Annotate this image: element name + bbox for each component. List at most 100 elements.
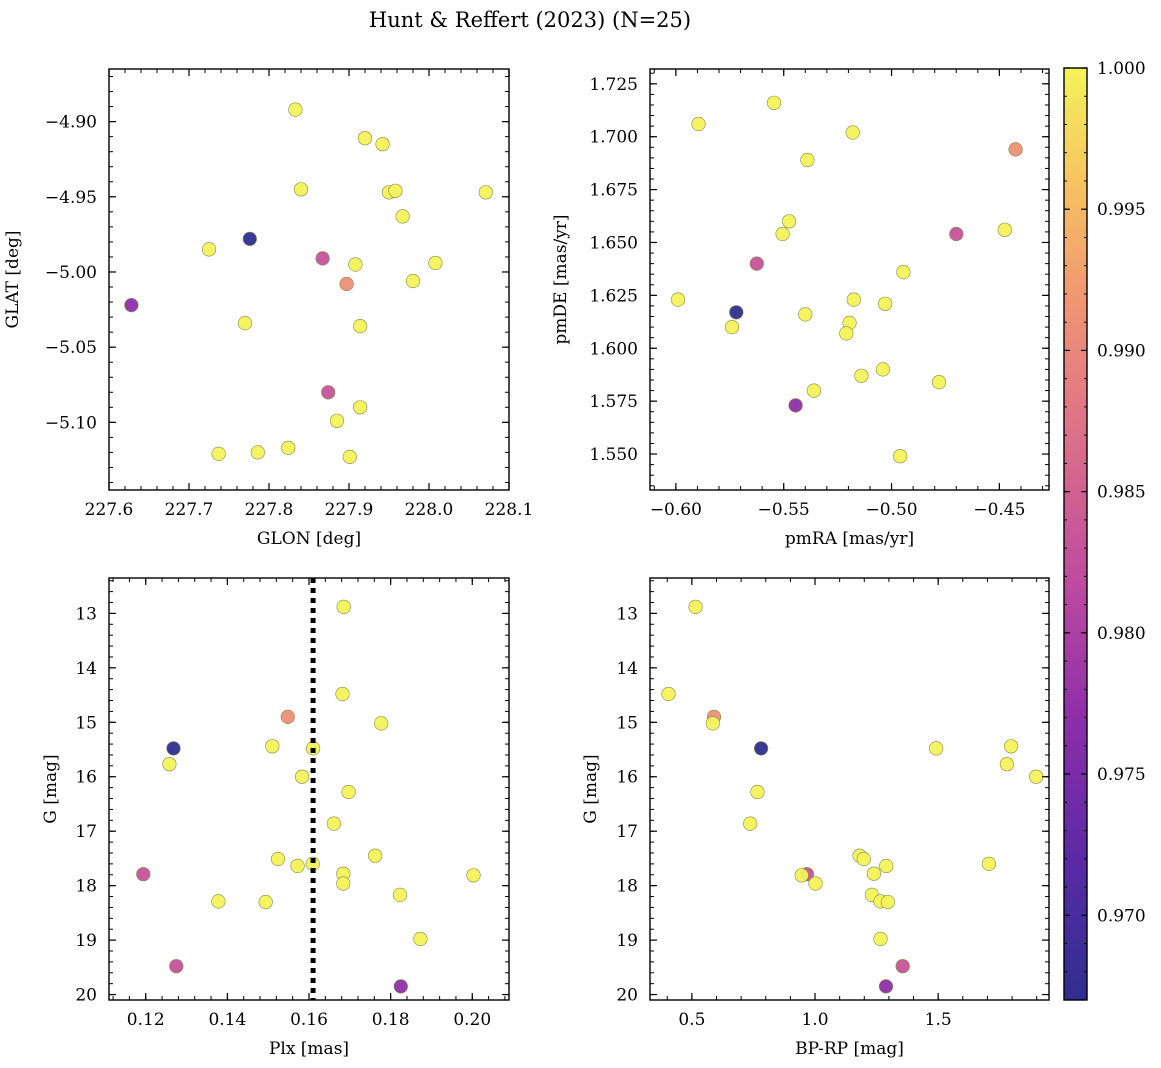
data-point [997,222,1012,237]
panels: 227.6 227.7 227.8 227.9 228.0 228.1 −4.90 −4.95… [3,68,1050,1059]
data-point [688,599,703,615]
data-point [315,251,330,266]
data-point [875,362,891,377]
data-point [856,851,871,867]
y-tick-label: 17 [75,822,97,842]
data-point [896,265,911,280]
x-tick-label: −0.50 [866,500,918,520]
data-point [336,599,351,615]
data-point [1003,739,1019,754]
y-tick-label: 20 [75,986,97,1006]
data-point [357,131,373,146]
y-axis-label: GLAT [deg] [3,230,23,328]
data-point [895,959,910,974]
x-tick-label: 1.0 [801,1010,828,1030]
x-tick-label: 0.16 [290,1010,328,1030]
data-point [211,894,226,909]
data-point [999,757,1015,772]
data-point [280,709,295,725]
data-point [781,214,797,229]
data-point [211,446,226,462]
data-point [743,816,758,831]
panel-glon-glat: 227.6 227.7 227.8 227.9 228.0 228.1 −4.90 −4.95… [3,68,533,549]
data-point [339,276,354,292]
y-tick-label: 1.650 [589,233,638,253]
y-tick-label: 18 [616,877,638,897]
y-axis-label: G [mag] [581,754,601,823]
y-tick-label: 13 [616,604,638,624]
data-point [878,979,894,994]
data-point [949,226,964,242]
y-tick-label: 16 [75,768,97,788]
data-point [873,931,888,947]
y-tick-label: 14 [75,659,97,679]
data-point [788,398,803,413]
data-point [877,296,893,311]
data-point [124,298,139,313]
y-tick-label: 17 [616,822,638,842]
data-point [169,959,184,974]
y-tick-label: 1.600 [589,339,638,359]
data-point [879,858,894,874]
data-point [466,868,481,883]
x-tick-label: 0.14 [208,1010,246,1030]
data-point [929,741,944,756]
data-point [293,182,309,197]
data-point [798,307,813,322]
x-tick-label: 228.0 [405,500,454,520]
data-point [336,876,351,891]
x-tick-label: 227.6 [85,500,134,520]
data-point [242,231,257,246]
data-point [854,368,869,383]
x-tick-label: 227.7 [165,500,214,520]
x-axis-label: GLON [deg] [257,529,361,549]
figure-title: Hunt & Reffert (2023) (N=25) [369,8,691,32]
y-tick-label: 1.625 [589,286,638,306]
data-point [162,757,177,772]
data-point [265,739,280,754]
x-tick-label: −0.45 [973,500,1025,520]
y-tick-label: −4.90 [45,113,97,133]
data-point [288,102,303,117]
colorbar-gradient [1063,67,1088,1001]
colorbar-tick-label: 0.975 [1097,765,1146,785]
x-tick-label: 0.20 [453,1010,491,1030]
data-point [749,256,764,271]
data-point [374,716,389,731]
panel-pmra-pmde: −0.60 −0.55 −0.50 −0.45 1.550 1.575 1.600 1.625… [551,68,1050,549]
y-tick-label: 13 [75,604,97,624]
y-tick-label: 20 [616,986,638,1006]
data-point [392,887,408,903]
data-point [806,383,822,398]
data-point [729,305,744,320]
x-tick-label: 0.18 [372,1010,410,1030]
data-point [931,375,947,390]
colorbar-tick-label: 0.995 [1097,200,1146,220]
y-tick-label: 15 [75,713,97,733]
x-axis-label: pmRA [mas/yr] [785,529,914,549]
data-point [258,894,273,910]
data-point [428,255,443,271]
y-tick-label: −5.10 [45,413,97,433]
data-point [800,152,815,168]
data-point [670,292,686,307]
data-point [166,741,181,756]
data-point [368,848,383,863]
data-point [353,400,368,415]
y-tick-label: 1.700 [589,128,638,148]
y-tick-label: 18 [75,877,97,897]
data-point [753,741,769,756]
data-point [750,784,765,800]
data-point [880,894,896,910]
data-point [846,292,861,307]
y-tick-label: 14 [616,659,638,679]
y-axis-label: G [mag] [41,754,61,823]
points-bprp-g [661,599,1044,994]
data-point [478,185,493,200]
y-tick-label: 16 [616,768,638,788]
data-point [981,856,997,872]
points-pmra-pmde [670,95,1023,464]
colorbar-tick-label: 0.990 [1097,341,1146,361]
data-point [353,319,368,334]
x-tick-label: 0.12 [127,1010,165,1030]
